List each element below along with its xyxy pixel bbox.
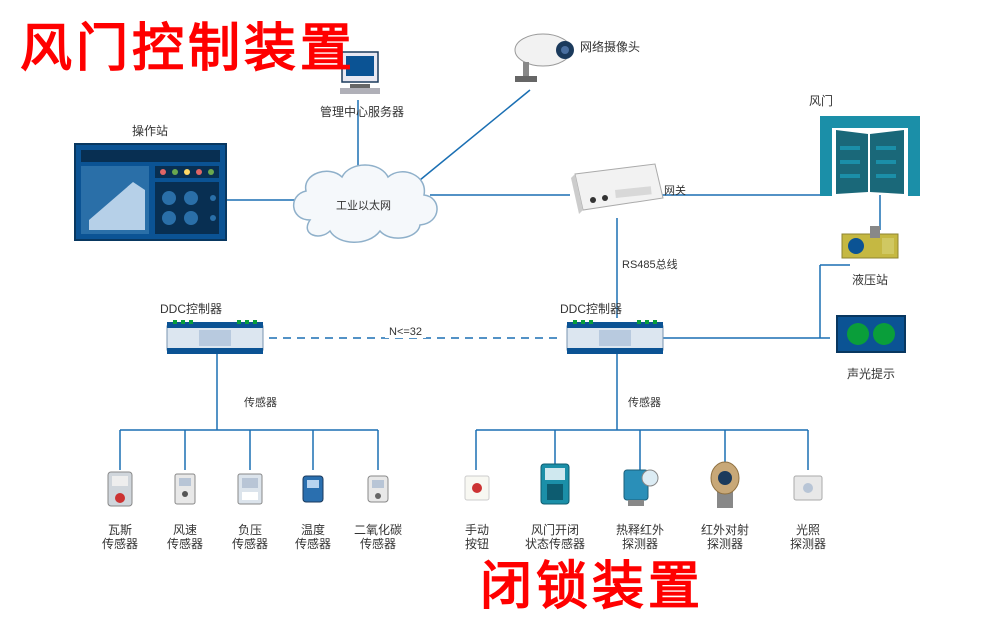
ir-beam-icon <box>703 460 747 514</box>
ddc-right-label: DDC控制器 <box>560 302 670 316</box>
ddc-controller-icon <box>165 318 265 358</box>
sensor-damper-state: 风门开闭 状态传感器 <box>520 460 590 552</box>
sensors-right-group-label: 传感器 <box>628 394 661 410</box>
sensor-manual-btn: 手动 按钮 <box>452 468 502 552</box>
sound-light-icon <box>833 312 909 358</box>
co2-label1: 二氧化碳 <box>348 523 408 537</box>
light-label1: 光照 <box>778 523 838 537</box>
hydraulic-label: 液压站 <box>830 273 910 287</box>
sensor-pir: 热释红外 探测器 <box>608 464 672 552</box>
sound-light-label: 声光提示 <box>826 367 916 381</box>
node-hydraulic: 液压站 <box>830 220 910 287</box>
damper-label: 风门 <box>809 94 935 108</box>
node-operator-station: 操作站 <box>70 120 230 247</box>
ddc-controller-icon <box>565 318 665 358</box>
top-overlay-title: 风门控制装置 <box>20 6 356 81</box>
temp-label2: 传感器 <box>288 537 338 551</box>
sensor-light: 光照 探测器 <box>778 468 838 552</box>
pressure-sensor-icon <box>230 468 270 514</box>
sensor-wind: 风速 传感器 <box>160 468 210 552</box>
negp-label2: 传感器 <box>225 537 275 551</box>
sensors-left-group-label: 传感器 <box>244 394 277 410</box>
wind-label2: 传感器 <box>160 537 210 551</box>
sensor-temp: 温度 传感器 <box>288 468 338 552</box>
manual-button-icon <box>457 468 497 514</box>
pir-icon <box>618 464 662 514</box>
damper-state-icon <box>533 460 577 514</box>
node-damper: 风门 <box>805 90 935 205</box>
co2-label2: 传感器 <box>348 537 408 551</box>
cloud-label: 工业以太网 <box>336 197 391 213</box>
node-ddc-right: DDC控制器 <box>560 298 670 363</box>
wind-sensor-icon <box>165 468 205 514</box>
mgmt-server-label: 管理中心服务器 <box>320 105 400 119</box>
sensor-co2: 二氧化碳 传感器 <box>348 468 408 552</box>
sensor-gas: 瓦斯 传感器 <box>95 468 145 552</box>
node-gateway: 网关 <box>560 160 670 223</box>
negp-label1: 负压 <box>225 523 275 537</box>
node-sound-light: 声光提示 <box>826 312 916 381</box>
gas-sensor-icon <box>100 468 140 514</box>
gas-label2: 传感器 <box>95 537 145 551</box>
gateway-icon <box>565 160 665 218</box>
bottom-overlay-title: 闭锁装置 <box>480 544 704 619</box>
ethernet-cloud: 工业以太网 <box>280 155 450 255</box>
camera-label: 网络摄像头 <box>580 40 640 54</box>
nle32-label: N<=32 <box>385 326 426 338</box>
light-label2: 探测器 <box>778 537 838 551</box>
hydraulic-icon <box>834 220 906 264</box>
rs485-label: RS485总线 <box>622 256 678 272</box>
ddc-left-label: DDC控制器 <box>160 302 270 316</box>
node-ddc-left: DDC控制器 <box>160 298 270 363</box>
light-sensor-icon <box>786 468 830 514</box>
damper-door-icon <box>810 110 930 200</box>
manual-label1: 手动 <box>452 523 502 537</box>
gas-label1: 瓦斯 <box>95 523 145 537</box>
operator-station-label: 操作站 <box>70 124 230 138</box>
node-camera: 网络摄像头 <box>490 28 610 93</box>
irbeam-label1: 红外对射 <box>692 523 758 537</box>
pir-label1: 热释红外 <box>608 523 672 537</box>
co2-sensor-icon <box>358 468 398 514</box>
sensor-ir-beam: 红外对射 探测器 <box>692 460 758 552</box>
hmi-panel-icon <box>73 142 228 242</box>
gateway-label: 网关 <box>664 182 686 198</box>
temp-label1: 温度 <box>288 523 338 537</box>
wind-label1: 风速 <box>160 523 210 537</box>
dstate-label1: 风门开闭 <box>520 523 590 537</box>
camera-icon <box>505 28 595 88</box>
temp-sensor-icon <box>293 468 333 514</box>
sensor-neg-pressure: 负压 传感器 <box>225 468 275 552</box>
